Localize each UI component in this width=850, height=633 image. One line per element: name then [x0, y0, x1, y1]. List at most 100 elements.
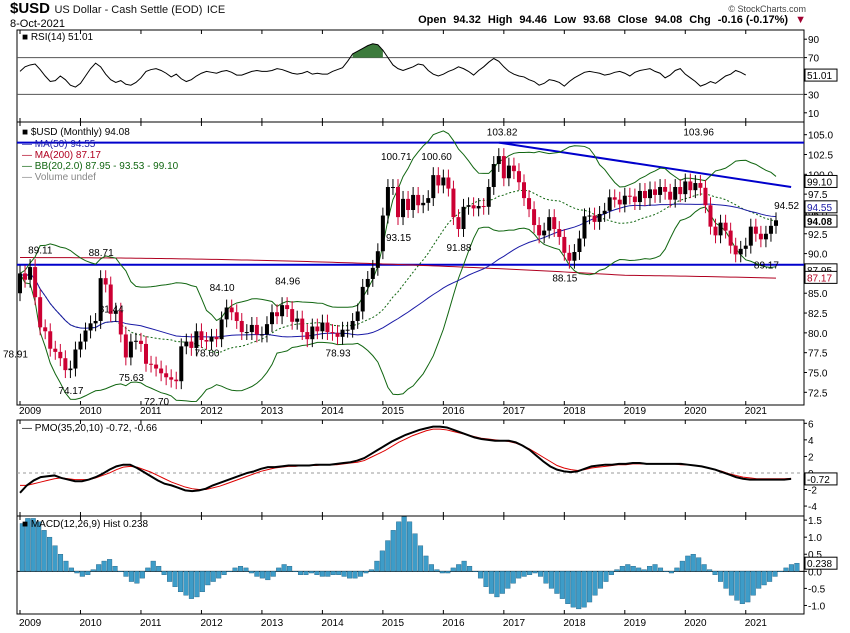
macd-hist-bar — [445, 571, 451, 574]
x-tick-label-2010: 2010 — [79, 618, 102, 629]
macd-hist-bar — [668, 571, 674, 574]
price-bar-body — [385, 187, 390, 216]
close-label: Close — [617, 14, 648, 26]
price-bar-body — [360, 286, 365, 312]
macd-hist-bar — [674, 567, 680, 572]
price-tag-ma50_tag — [804, 200, 838, 214]
price-bar-body — [169, 377, 174, 380]
macd-hist-bar — [210, 571, 216, 582]
price-bar-body — [144, 343, 148, 364]
price-bar-body — [285, 305, 290, 310]
price-bar-body — [577, 238, 582, 253]
price-bar-body — [421, 202, 426, 206]
macd-hist-bar — [428, 564, 434, 572]
macd-y-tick-label: 0.5 — [808, 550, 822, 561]
price-bar-body — [229, 307, 234, 313]
price-tag-ma200_tag — [804, 270, 838, 284]
ma200-line — [19, 257, 777, 279]
macd-hist-bar — [41, 530, 47, 572]
price-y-tick-label: 85.0 — [808, 289, 828, 300]
price-tag-label-ma50_tag: 94.55 — [807, 203, 832, 214]
macd-hist-bar — [52, 545, 58, 572]
price-bar-body — [73, 349, 78, 369]
price-bar-body — [572, 252, 577, 261]
price-annotation-72.70: 72.70 — [144, 397, 169, 408]
macd-hist-bar — [587, 571, 593, 603]
price-bar-body — [542, 230, 547, 236]
macd-hist-bar — [483, 571, 489, 587]
pmo-last-value-tag — [804, 472, 838, 486]
price-y-tick-label: 82.5 — [808, 309, 828, 320]
macd-hist-bar — [123, 571, 129, 577]
macd-hist-bar — [19, 523, 25, 572]
price-bar-body — [300, 318, 305, 333]
panel-frame-price — [16, 121, 805, 406]
macd-hist-bar — [467, 565, 473, 572]
macd-hist-bar — [90, 569, 96, 572]
price-bar-body — [365, 278, 370, 287]
macd-hist-bar — [237, 565, 244, 572]
price-bar-body — [486, 187, 491, 207]
x-tick-label-2020: 2020 — [684, 618, 707, 629]
macd-hist-bar — [194, 571, 200, 598]
price-bar-body — [532, 209, 537, 226]
price-bar-body — [426, 198, 431, 203]
price-bar-body — [698, 183, 703, 188]
price-bar-body — [138, 340, 143, 344]
macd-hist-bar — [477, 571, 484, 579]
macd-hist-bar — [396, 521, 402, 572]
price-bar-body — [275, 312, 280, 317]
price-annotation-88.15: 88.15 — [552, 273, 577, 284]
price-bar-body — [149, 363, 154, 365]
macd-hist-bar — [303, 571, 309, 575]
x-tick-label-2015: 2015 — [382, 618, 405, 629]
x-tick-label-2012: 2012 — [200, 618, 223, 629]
price-bar-body — [249, 324, 254, 333]
macd-hist-bar — [30, 518, 36, 572]
price-bar-body — [280, 305, 285, 317]
price-bar-body — [592, 215, 597, 222]
macd-y-tick-label: 0.0 — [808, 567, 822, 578]
macd-last-value-label: 0.238 — [807, 559, 832, 570]
macd-hist-bar — [537, 571, 544, 577]
rsi-y-tick-label: 70 — [808, 54, 820, 65]
price-annotation-89.11: 89.11 — [28, 246, 53, 257]
macd-hist-bar — [423, 555, 429, 572]
x-tick-label-2013: 2013 — [261, 406, 284, 417]
macd-hist-bar — [472, 571, 478, 573]
macd-hist-bar — [701, 564, 707, 572]
macd-last-value-tag — [804, 556, 838, 570]
macd-hist-bar — [128, 571, 134, 582]
x-tick-label-2014: 2014 — [321, 406, 344, 417]
price-y-tick-label: 75.0 — [808, 368, 828, 379]
price-bar-body — [527, 198, 532, 210]
price-bar-body — [396, 187, 400, 218]
macd-hist-bar — [527, 571, 533, 575]
price-bar-body — [340, 329, 345, 337]
price-bar-body — [103, 278, 108, 285]
price-bar-body — [708, 205, 713, 227]
macd-hist-bar — [794, 562, 800, 572]
chg-label: Chg — [689, 14, 711, 26]
macd-hist-bar — [548, 571, 554, 589]
rsi-overbought-fill — [352, 43, 383, 58]
pmo-y-tick-label: -2 — [808, 486, 817, 497]
price-bar-body — [627, 195, 632, 197]
x-tick-label-2013: 2013 — [261, 618, 284, 629]
macd-hist-bar — [696, 557, 702, 572]
close-value: 94.08 — [654, 14, 683, 26]
ohlc-readout: Open 94.32 High 94.46 Low 93.68 Close 94… — [414, 14, 806, 26]
macd-hist-bar — [505, 571, 511, 589]
price-bar-body — [602, 210, 607, 214]
macd-hist-bar — [36, 521, 42, 572]
macd-hist-bar — [401, 516, 407, 572]
macd-hist-bar — [439, 571, 445, 574]
macd-hist-bar — [134, 571, 140, 584]
pmo-y-tick-label: 2 — [808, 452, 814, 463]
price-bar-body — [355, 311, 360, 321]
brand-watermark: © StockCharts.com — [728, 4, 806, 14]
price-bar-body — [38, 297, 43, 328]
x-tick-label-2010: 2010 — [79, 406, 102, 417]
price-bar-body — [28, 267, 33, 280]
